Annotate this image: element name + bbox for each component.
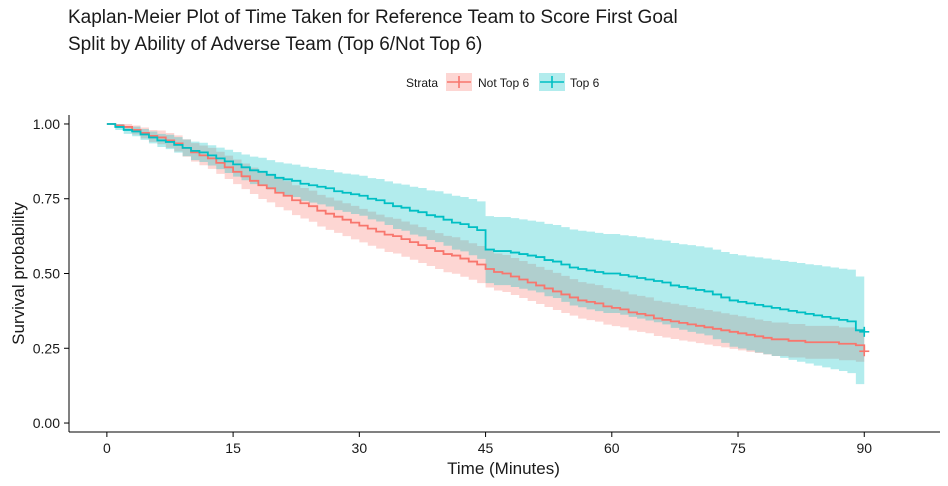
x-tick-label: 75 (730, 440, 746, 456)
x-tick-label: 90 (856, 440, 872, 456)
chart-title-line-1: Kaplan-Meier Plot of Time Taken for Refe… (68, 7, 678, 28)
censor-mark-top-6 (859, 326, 870, 337)
confidence-band-not-top-6 (106, 123, 865, 367)
legend-label-top-6: Top 6 (570, 76, 600, 90)
x-tick-label: 0 (103, 440, 111, 456)
y-tick-label: 0.00 (33, 415, 60, 431)
censor-mark-not-top-6 (859, 346, 870, 357)
legend-items: Not Top 6 Top 6 (446, 73, 600, 91)
chart-title-line-2: Split by Ability of Adverse Team (Top 6/… (68, 34, 483, 55)
x-tick-label: 30 (352, 440, 368, 456)
legend-label-not-top-6: Not Top 6 (478, 76, 529, 90)
y-tick-label: 0.50 (33, 266, 60, 282)
y-tick-label: 0.75 (33, 191, 60, 207)
survival-curve-not-top-6 (106, 123, 866, 352)
x-axis-title: Time (Minutes) (447, 459, 560, 478)
survival-curve-top-6 (106, 123, 866, 332)
y-axis-title: Survival probability (9, 202, 28, 345)
x-tick-label: 60 (604, 440, 620, 456)
y-tick-label: 1.00 (33, 116, 60, 132)
y-axis-ticks: 0.00 0.25 0.50 0.75 1.00 (33, 116, 69, 431)
legend: Strata Not Top 6 Top 6 (406, 73, 600, 91)
x-tick-label: 15 (225, 440, 241, 456)
legend-title: Strata (406, 76, 438, 90)
censor-marks (859, 326, 870, 357)
y-tick-label: 0.25 (33, 340, 60, 356)
legend-item-top-6: Top 6 (539, 73, 600, 91)
legend-item-not-top-6: Not Top 6 (446, 73, 529, 91)
x-tick-label: 45 (478, 440, 494, 456)
survival-curves (106, 123, 866, 352)
x-axis-ticks: 0 15 30 45 60 75 90 (103, 432, 872, 456)
